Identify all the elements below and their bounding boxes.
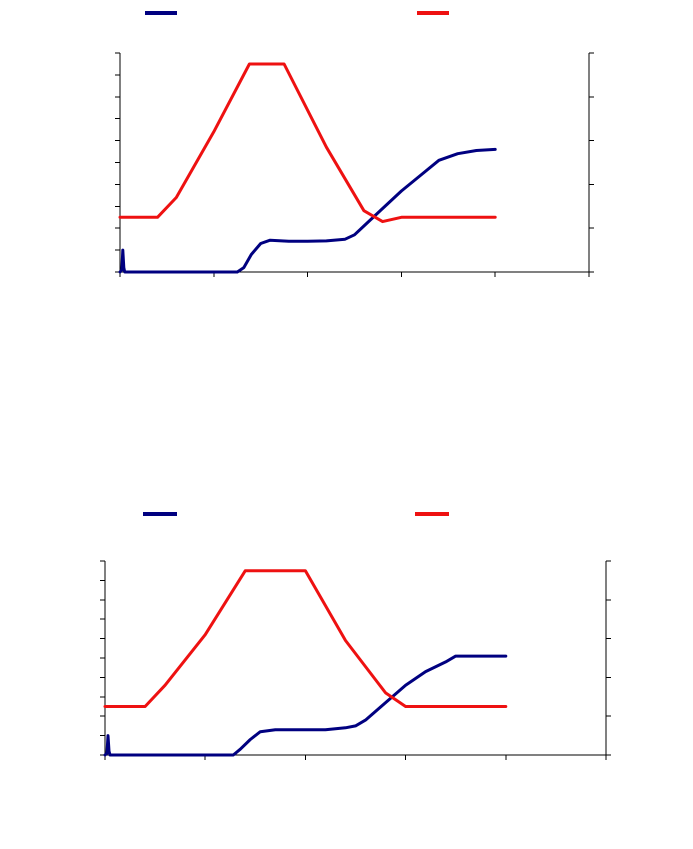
chart-top xyxy=(115,11,594,277)
series-red-line xyxy=(103,569,508,708)
chart-bottom xyxy=(100,512,611,760)
series-blue-line xyxy=(103,654,508,757)
series-red-line xyxy=(118,62,497,224)
series-blue-line xyxy=(118,147,497,274)
